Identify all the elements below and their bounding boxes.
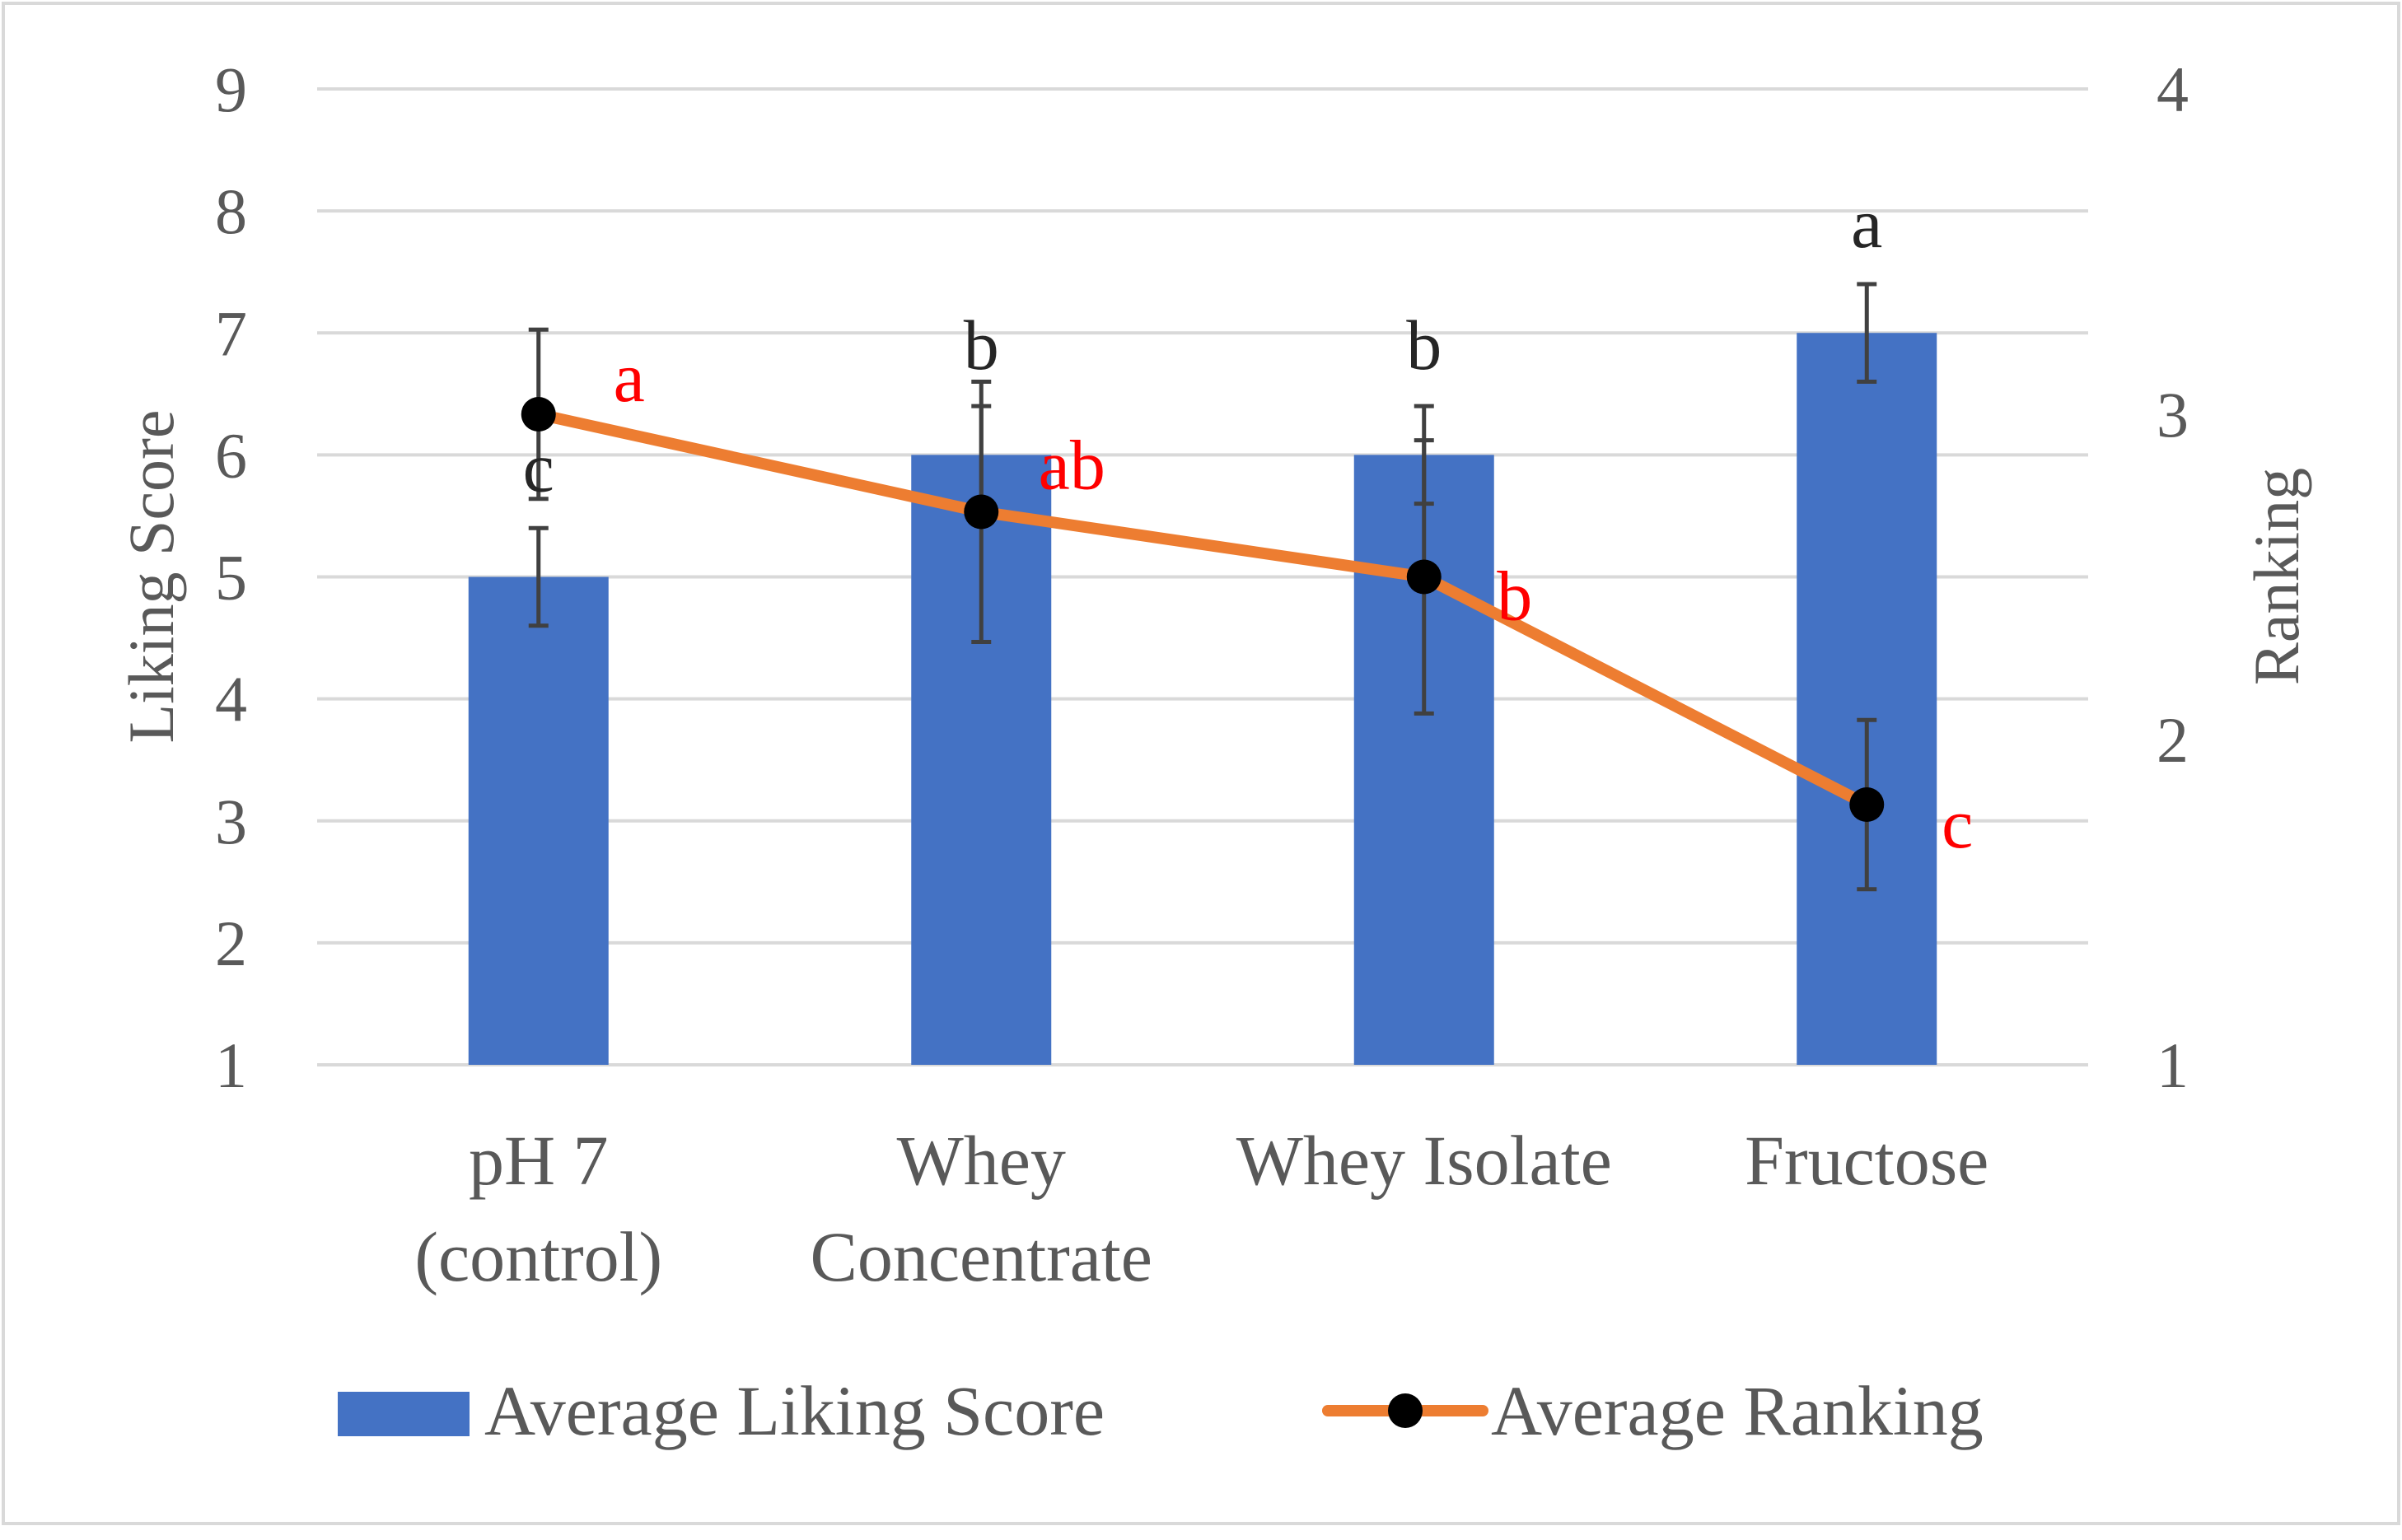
bar-error-bar bbox=[1857, 282, 1877, 384]
y-right-tick-label: 1 bbox=[2157, 1029, 2189, 1101]
y-left-tick-label: 9 bbox=[215, 54, 247, 125]
x-category-label: Concentrate bbox=[811, 1217, 1152, 1296]
bar-significance-letter: b bbox=[1406, 306, 1442, 385]
y-left-tick-label: 2 bbox=[215, 908, 247, 979]
ranking-significance-letter: b bbox=[1497, 557, 1532, 636]
bar-error-bar bbox=[528, 525, 549, 628]
ranking-marker bbox=[964, 494, 999, 530]
y-left-tick-label: 5 bbox=[215, 542, 247, 614]
legend-swatch-bar bbox=[338, 1392, 470, 1436]
y-left-tick-label: 7 bbox=[215, 297, 247, 369]
bar-average-liking-score bbox=[468, 576, 609, 1065]
y-left-axis-title: Liking Score bbox=[115, 409, 187, 743]
x-category-label: Whey bbox=[897, 1121, 1066, 1200]
y-left-tick-label: 4 bbox=[215, 664, 247, 735]
y-right-tick-label: 2 bbox=[2157, 704, 2189, 776]
x-category-label: (control) bbox=[414, 1217, 662, 1296]
legend-label: Average Ranking bbox=[1491, 1371, 1984, 1450]
y-left-tick-label: 8 bbox=[215, 175, 247, 247]
y-left-tick-label: 6 bbox=[215, 419, 247, 491]
y-right-axis-title: Ranking bbox=[2241, 468, 2312, 685]
line-average-ranking bbox=[532, 408, 1873, 810]
x-category-label: Whey Isolate bbox=[1236, 1121, 1612, 1200]
ranking-marker bbox=[1406, 559, 1442, 595]
y-left-tick-label: 3 bbox=[215, 786, 247, 857]
bar-significance-letter: a bbox=[1851, 184, 1882, 263]
y-right-tick-label: 4 bbox=[2157, 54, 2189, 125]
ranking-marker bbox=[1849, 787, 1885, 822]
ranking-significance-letter: c bbox=[1942, 784, 1973, 863]
ranking-significance-letter: a bbox=[614, 338, 645, 417]
x-category-label: Fructose bbox=[1745, 1121, 1988, 1200]
ranking-significance-letter: ab bbox=[1039, 426, 1105, 505]
ranking-marker bbox=[521, 397, 556, 432]
legend-swatch-marker bbox=[1388, 1393, 1423, 1428]
y-right-tick-label: 3 bbox=[2157, 379, 2189, 450]
bar-significance-letter: c bbox=[523, 427, 554, 506]
bar-significance-letter: b bbox=[964, 306, 999, 385]
bar-average-liking-score bbox=[1797, 333, 1937, 1065]
legend-label: Average Liking Score bbox=[484, 1371, 1105, 1450]
y-left-tick-label: 1 bbox=[215, 1029, 247, 1101]
x-category-label: pH 7 bbox=[469, 1121, 609, 1200]
